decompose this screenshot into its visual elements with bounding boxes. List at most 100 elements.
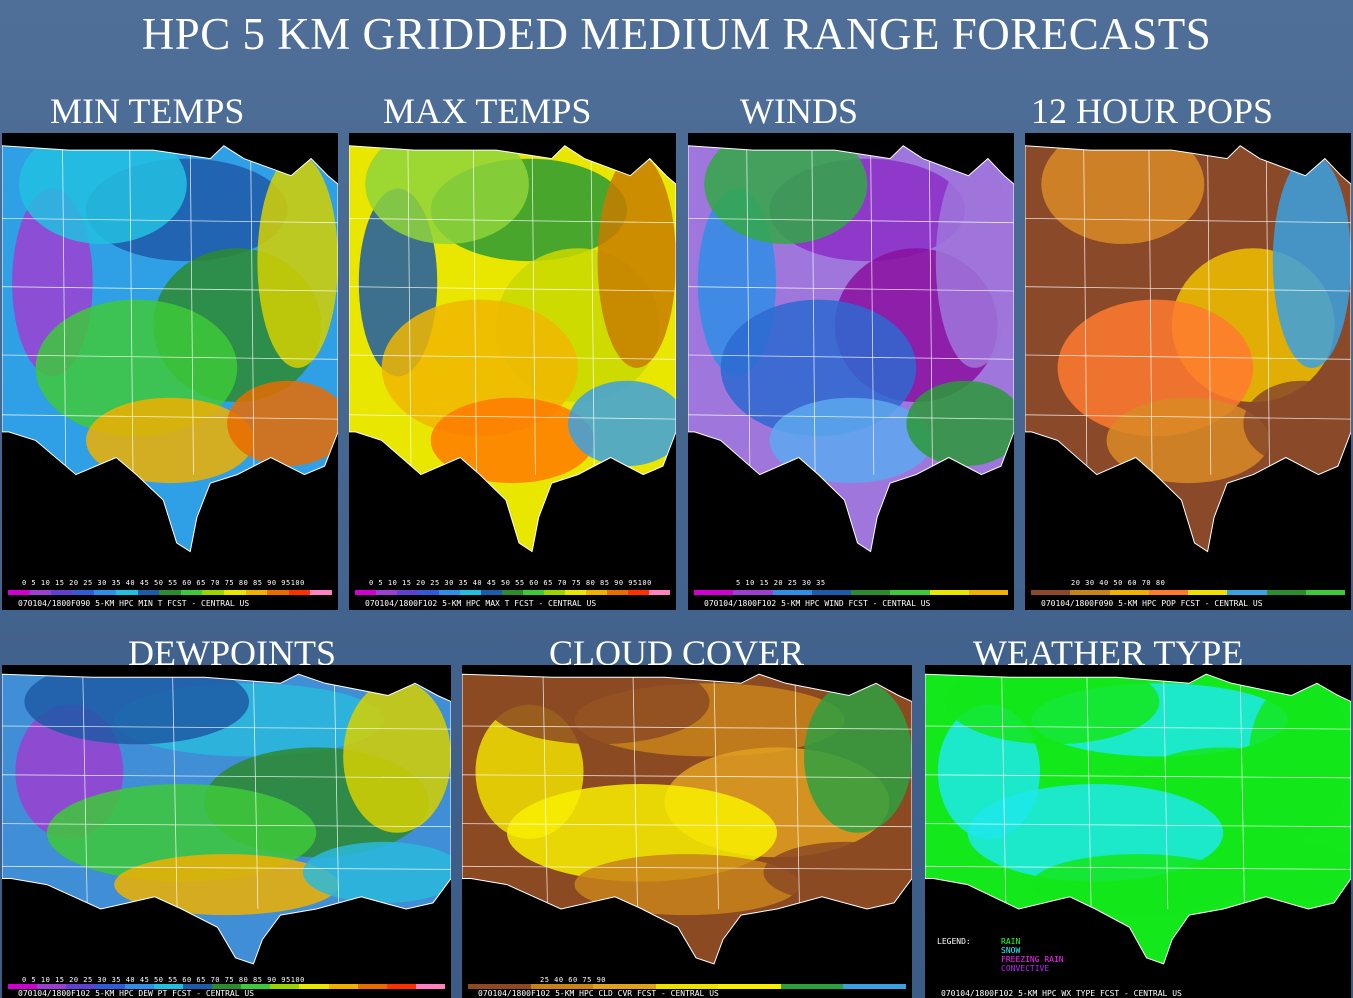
colorbar-swatch [415, 984, 446, 989]
colorbar-swatch [1148, 590, 1188, 595]
colorbar-swatch [202, 590, 224, 595]
forecast-map [2, 145, 338, 553]
colorbar-swatch [1188, 590, 1228, 595]
colorbar-swatch [1305, 590, 1345, 595]
colorbar-swatch [310, 590, 332, 595]
colorbar-swatch [95, 984, 125, 989]
colorbar-swatch [586, 590, 607, 595]
colorbar-swatch [94, 590, 116, 595]
colorbar-swatch [544, 590, 565, 595]
colorbar-swatch [733, 590, 773, 595]
colorbar-swatch [299, 984, 329, 989]
colorbar-swatch [72, 590, 95, 595]
colorbar-swatch [460, 590, 481, 595]
colorbar-swatch [357, 984, 387, 989]
legend-heading: LEGEND: [937, 937, 971, 946]
colorbar-swatch [182, 984, 212, 989]
forecast-map [462, 673, 912, 965]
colorbar-swatch [694, 590, 734, 595]
colorbar-swatch [376, 590, 397, 595]
colorbar-swatch [386, 984, 416, 989]
colorbar-swatch [607, 590, 628, 595]
colorbar-swatch [890, 590, 930, 595]
map-caption: 070104/1800F102 5-KM HPC MAX T FCST - CE… [365, 599, 597, 608]
colorbar-swatch [1109, 590, 1149, 595]
colorbar-ticks: 25 40 60 75 90 [540, 976, 607, 984]
colorbar-swatch [124, 984, 154, 989]
colorbar-swatch [851, 590, 891, 595]
colorbar-swatch [328, 984, 358, 989]
colorbar-swatch [29, 590, 52, 595]
colorbar-swatch [270, 984, 300, 989]
colorbar-swatch [137, 590, 160, 595]
colorbar-swatch [843, 984, 907, 989]
legend-item-convective: CONVECTIVE [1001, 964, 1050, 973]
map-caption: 070104/1800F102 5-KM HPC DEW PT FCST - C… [18, 989, 255, 998]
colorbar-ticks: 5 10 15 20 25 30 35 [736, 579, 826, 587]
colorbar-swatch [66, 984, 96, 989]
colorbar-swatch [481, 590, 502, 595]
colorbar-swatch [180, 590, 203, 595]
colorbar [8, 590, 332, 595]
map-caption: 070104/1800F090 5-KM HPC MIN T FCST - CE… [18, 599, 250, 608]
colorbar-swatch [523, 590, 544, 595]
colorbar-swatch [718, 984, 781, 989]
label-min-temps: MIN TEMPS [50, 91, 245, 131]
forecast-map [688, 145, 1014, 553]
label-max-temps: MAX TEMPS [383, 91, 592, 131]
colorbar-swatch [439, 590, 460, 595]
forecast-map [349, 145, 676, 553]
colorbar-swatch [245, 590, 268, 595]
colorbar-swatch [8, 590, 30, 595]
label-winds: WINDS [740, 91, 858, 131]
map-caption: 070104/1800F102 5-KM HPC WIND FCST - CEN… [704, 599, 931, 608]
map-panel-weather-type: LEGEND: RAIN SNOW FREEZING RAIN CONVECTI… [925, 665, 1351, 998]
colorbar [694, 590, 1008, 595]
colorbar-swatch [530, 984, 594, 989]
forecast-map [925, 673, 1351, 965]
forecast-map [1025, 145, 1351, 553]
colorbar-swatch [468, 984, 531, 989]
colorbar-swatch [1070, 590, 1110, 595]
colorbar-swatch [8, 984, 38, 989]
colorbar-swatch [565, 590, 586, 595]
legend-item-snow: SNOW [1001, 946, 1021, 955]
colorbar-swatch [649, 590, 670, 595]
colorbar-swatch [772, 590, 812, 595]
map-panel-pops: 20 30 40 50 60 70 80 070104/1800F090 5-K… [1025, 133, 1351, 610]
colorbar-swatch [593, 984, 656, 989]
colorbar-ticks: 0 5 10 15 20 25 30 35 40 45 50 55 60 65 … [22, 976, 305, 984]
colorbar-swatch [780, 984, 844, 989]
forecast-map [2, 673, 451, 965]
page-title: HPC 5 KM GRIDDED MEDIUM RANGE FORECASTS [141, 9, 1212, 59]
colorbar [8, 984, 446, 989]
colorbar-swatch [153, 984, 183, 989]
map-caption: 070104/1800F102 5-KM HPC WX TYPE FCST - … [941, 989, 1182, 998]
colorbar-swatch [968, 590, 1008, 595]
colorbar-swatch [418, 590, 439, 595]
colorbar-swatch [37, 984, 67, 989]
legend-item-freezing-rain: FREEZING RAIN [1001, 955, 1064, 964]
colorbar-swatch [211, 984, 242, 989]
colorbar-ticks: 20 30 40 50 60 70 80 [1071, 579, 1166, 587]
colorbar-swatch [811, 590, 851, 595]
colorbar-swatch [51, 590, 73, 595]
colorbar-swatch [1227, 590, 1267, 595]
map-caption: 070104/1800F102 5-KM HPC CLD CVR FCST - … [478, 989, 719, 998]
colorbar-swatch [115, 590, 138, 595]
colorbar-swatch [223, 590, 246, 595]
map-caption: 070104/1800F090 5-KM HPC POP FCST - CENT… [1041, 599, 1263, 608]
label-pops: 12 HOUR POPS [1031, 91, 1274, 131]
map-panel-min-temps: 0 5 10 15 20 25 30 35 40 45 50 55 60 65 … [2, 133, 338, 610]
colorbar-swatch [502, 590, 523, 595]
colorbar-swatch [355, 590, 376, 595]
colorbar-swatch [241, 984, 271, 989]
colorbar [1031, 590, 1345, 595]
legend-item-rain: RAIN [1001, 937, 1021, 946]
map-panel-cloud-cover: 25 40 60 75 90 070104/1800F102 5-KM HPC … [462, 665, 912, 998]
colorbar-swatch [397, 590, 418, 595]
map-panel-winds: 5 10 15 20 25 30 35 070104/1800F102 5-KM… [688, 133, 1014, 610]
colorbar-swatch [929, 590, 969, 595]
colorbar-swatch [1266, 590, 1306, 595]
colorbar-ticks: 0 5 10 15 20 25 30 35 40 45 50 55 60 65 … [22, 579, 305, 587]
